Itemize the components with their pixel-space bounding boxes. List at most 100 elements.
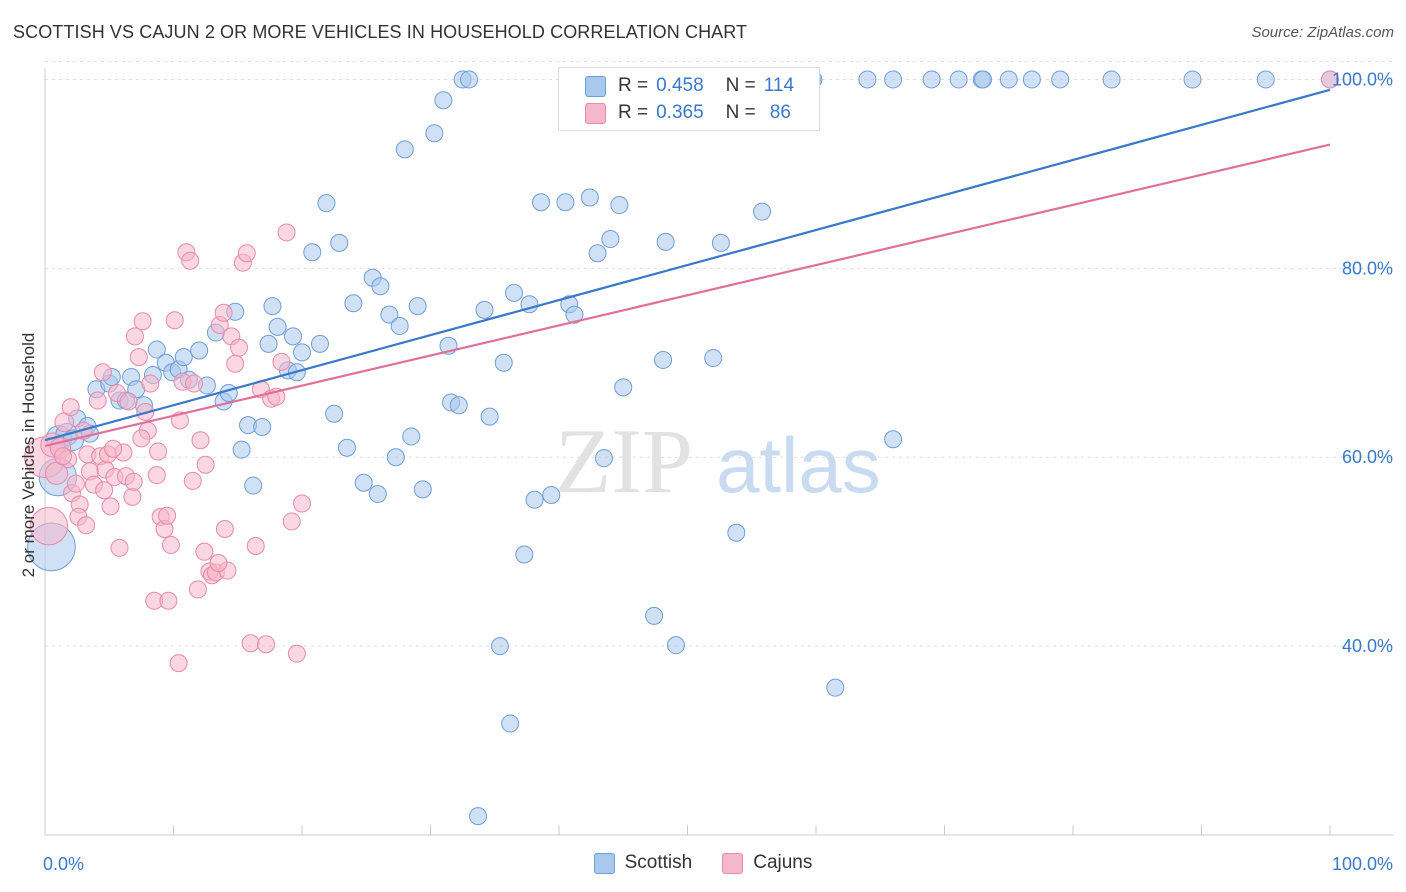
point-scottish [588,244,607,263]
point-scottish [310,334,329,353]
point-scottish [666,636,685,655]
y-tick-label: 80.0% [1342,258,1393,278]
legend-label-scottish: Scottish [624,852,693,873]
point-cajuns [129,348,148,367]
point-scottish [330,233,349,252]
legend-swatch-scottish [585,75,606,97]
point-cajuns [133,312,152,331]
correlation-legend: R = 0.458 N = 114 R = 0.365 N = 86 [558,67,820,131]
legend-swatch-scottish [593,852,615,874]
point-cajuns [237,244,256,263]
point-scottish [858,70,877,89]
point-cajuns [196,455,215,474]
point-scottish [380,305,399,324]
point-cajuns [183,471,202,490]
point-scottish [654,350,673,369]
point-cajuns [95,481,114,500]
legend-n-value: 86 [769,102,791,123]
point-scottish [704,349,723,368]
watermark: ZIP atlas [555,410,881,512]
point-cajuns [53,447,72,466]
legend-r-value: 0.365 [656,102,704,123]
legend-r-label: R = [618,102,649,123]
point-cajuns [282,512,301,531]
point-scottish [368,485,387,504]
point-cajuns [257,635,276,654]
point-scottish [884,70,903,89]
point-scottish [386,448,405,467]
point-scottish [532,193,551,212]
point-scottish [259,334,278,353]
legend-row-cajuns: R = 0.365 N = 86 [585,101,791,125]
point-scottish [147,340,166,359]
legend-n-label: N = [725,102,756,123]
point-cajuns [165,311,184,330]
x-tick-label: 100.0% [1332,854,1393,874]
point-scottish [601,230,620,249]
point-scottish [371,277,390,296]
point-scottish [284,327,303,346]
point-scottish [753,202,772,221]
point-scottish [505,283,524,302]
point-cajuns [123,487,142,506]
point-cajuns [188,580,207,599]
point-cajuns [1321,70,1339,89]
y-axis-title: 2 or more Vehicles in Household [19,333,38,578]
point-scottish [727,523,746,542]
point-scottish [884,430,903,449]
point-scottish [469,807,488,826]
point-cajuns [230,338,249,357]
point-cajuns [29,506,69,546]
legend-label-cajuns: Cajuns [753,852,813,873]
point-scottish [344,294,363,313]
point-cajuns [88,391,107,410]
legend-item-scottish[interactable]: Scottish [593,852,693,874]
point-cajuns [169,654,188,673]
point-scottish [425,124,444,143]
point-scottish [232,440,251,459]
point-cajuns [181,251,200,270]
point-scottish [494,353,513,372]
point-cajuns [195,542,214,561]
point-scottish [614,378,633,397]
watermark-zip: ZIP [555,410,693,512]
point-scottish [390,316,409,335]
point-cajuns [66,474,85,493]
point-scottish [244,476,263,495]
point-scottish [354,473,373,492]
point-scottish [337,438,356,457]
legend-item-cajuns[interactable]: Cajuns [722,852,812,874]
point-scottish [1051,70,1070,89]
legend-r-label: R = [618,75,649,96]
point-cajuns [159,591,178,610]
point-scottish [565,305,584,324]
point-scottish [268,317,287,336]
point-scottish [480,407,499,426]
point-scottish [1183,70,1202,89]
point-cajuns [293,494,311,513]
point-cajuns [147,466,166,485]
point-scottish [525,490,544,509]
watermark-atlas: atlas [716,421,881,509]
source-label: Source: ZipAtlas.com [1251,24,1394,41]
point-cajuns [77,516,96,535]
point-scottish [325,404,344,423]
point-scottish [711,233,730,252]
point-scottish [413,480,432,499]
legend-swatch-cajuns [722,852,744,874]
x-tick-label: 0.0% [43,854,84,874]
point-cajuns [191,431,210,450]
tick-labels: 40.0% 60.0% 80.0% 100.0% 0.0% 100.0% 2 or more… [19,69,1393,874]
series-legend: Scottish Cajuns [0,852,1406,874]
point-scottish [594,449,613,468]
point-scottish [610,196,629,215]
point-scottish [475,300,494,319]
point-scottish [263,297,282,316]
y-tick-label: 40.0% [1342,636,1393,656]
point-scottish [1022,70,1041,89]
trend-line-cajuns [44,143,1331,447]
trend-lines [44,88,1331,447]
point-cajuns [149,442,168,461]
point-cajuns [287,644,306,663]
